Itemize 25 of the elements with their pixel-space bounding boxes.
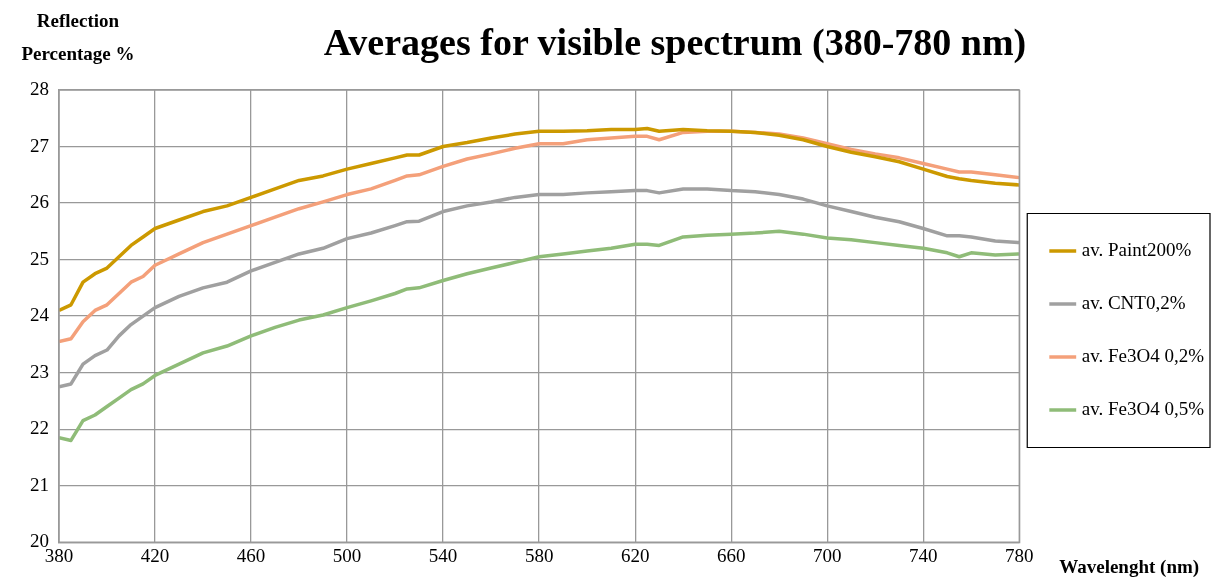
y-tick-label: 24 — [30, 304, 50, 326]
legend-label: av. Fe3O4 0,2% — [1081, 344, 1205, 366]
y-tick-label: 21 — [30, 473, 49, 495]
x-tick-label: 740 — [908, 544, 938, 566]
legend-label: av. Paint200% — [1081, 238, 1192, 260]
y-tick-label: 25 — [30, 247, 49, 269]
x-tick-label: 580 — [524, 544, 554, 566]
chart-title: Averages for visible spectrum (380-780 nm) — [323, 20, 1027, 64]
y-tick-label: 23 — [30, 360, 49, 382]
y-tick-label: 26 — [30, 191, 49, 213]
x-tick-label: 660 — [716, 544, 746, 566]
x-tick-label: 620 — [620, 544, 650, 566]
x-tick-label: 420 — [140, 544, 170, 566]
y-tick-label: 27 — [30, 134, 49, 156]
legend-label: av. Fe3O4 0,5% — [1081, 397, 1205, 419]
x-tick-label: 540 — [428, 544, 458, 566]
y-tick-label: 22 — [30, 417, 49, 439]
legend-label: av. CNT0,2% — [1081, 291, 1186, 313]
x-tick-label: 700 — [812, 544, 842, 566]
x-axis-title: Wavelenght (nm) — [1059, 556, 1200, 579]
y-axis-title: Reflection Percentage % — [21, 9, 135, 64]
x-tick-label: 780 — [1005, 544, 1034, 566]
y-tick-label: 28 — [30, 77, 49, 99]
x-tick-label: 500 — [332, 544, 362, 566]
x-tick-label: 460 — [236, 544, 266, 566]
